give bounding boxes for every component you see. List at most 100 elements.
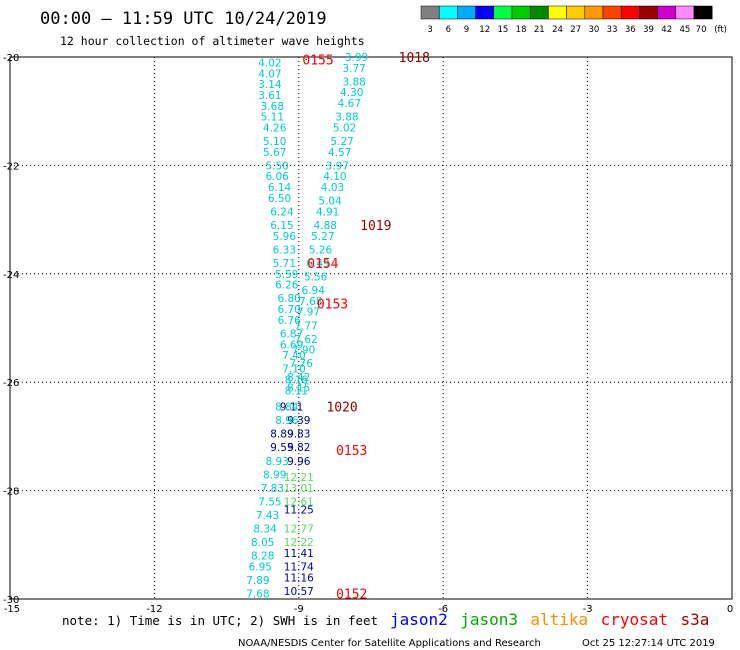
wave-height-point: 7.83 — [261, 483, 284, 495]
annotations: 0155 1018 1019 0154 0153 1020 0153 0152 — [302, 51, 430, 603]
wave-height-point: 8.42 — [287, 372, 310, 384]
pass-time-label: 0152 — [336, 588, 367, 603]
wave-height-point: 6.14 — [268, 182, 292, 194]
wave-height-point: 12.77 — [284, 524, 314, 536]
color-swatch — [675, 5, 695, 20]
chart-subtitle: 12 hour collection of altimeter wave hei… — [60, 34, 365, 48]
wave-height-point: 5.96 — [273, 231, 297, 243]
x-tick-label: -6 — [438, 604, 448, 615]
wave-height-point: 4.07 — [258, 68, 281, 80]
wave-height-point: 6.26 — [275, 280, 299, 292]
wave-height-point: 5.27 — [311, 231, 334, 243]
color-swatch — [529, 5, 549, 20]
wave-height-point: 3.77 — [342, 63, 365, 75]
wave-height-point: 3.61 — [258, 90, 281, 102]
wave-height-point: 6.06 — [265, 171, 289, 183]
color-scale-label: 39 — [643, 25, 654, 35]
color-swatch — [566, 5, 586, 20]
color-scale-unit: (ft) — [714, 25, 727, 35]
footer-note: note: 1) Time is in UTC; 2) SWH is in fe… — [62, 613, 378, 628]
wave-height-point: 7.55 — [258, 496, 281, 508]
y-tick-label: -24 — [3, 270, 19, 281]
pass-time-label: 1020 — [326, 401, 357, 416]
wave-height-point: 9.55 — [270, 442, 293, 454]
wave-height-point: 8.16 — [285, 374, 309, 386]
color-swatch — [657, 5, 677, 20]
wave-height-point: 6.49 — [306, 258, 329, 270]
legend-altika: altika — [530, 610, 588, 629]
data-points: 4.024.073.143.613.685.114.26 5.105.675.50… — [246, 52, 368, 601]
wave-height-point: 4.91 — [316, 206, 339, 218]
wave-height-point: 6.24 — [270, 206, 294, 218]
x-tick-label: 0 — [727, 604, 733, 615]
color-scale-label: 36 — [625, 25, 636, 35]
y-tick-label: -30 — [3, 595, 19, 606]
wave-height-point: 3.99 — [345, 52, 368, 64]
x-tick-label: -9 — [294, 604, 304, 615]
wave-height-point: 6.69 — [280, 339, 303, 351]
pass-time-label: 1018 — [399, 51, 430, 66]
color-swatch — [620, 5, 640, 20]
chart-title: 00:00 – 11:59 UTC 10/24/2019 — [40, 9, 327, 29]
wave-height-point: 4.26 — [263, 122, 287, 134]
wave-height-point: 7.10 — [282, 364, 305, 376]
grid — [10, 57, 732, 599]
wave-height-point: 8.11 — [285, 385, 308, 397]
wave-height-point: 7.90 — [292, 345, 315, 357]
color-swatch — [493, 5, 513, 20]
color-scale-label: 30 — [588, 25, 599, 35]
wave-height-point: 9.39 — [287, 415, 310, 427]
wave-height-point: 11.25 — [284, 505, 314, 517]
wave-height-point: 10.57 — [284, 586, 314, 598]
wave-height-point: 6.50 — [268, 193, 291, 205]
wave-height-point: 12.61 — [284, 496, 314, 508]
color-scale-label: 24 — [552, 25, 563, 35]
color-swatch — [584, 5, 604, 20]
wave-height-point: 3.88 — [342, 76, 365, 88]
color-swatch — [548, 5, 567, 20]
wave-height-point: 11.74 — [284, 561, 314, 573]
wave-height-point: 3.97 — [326, 160, 349, 172]
pass-time-label: 0153 — [336, 444, 367, 459]
wave-height-point: 9.11 — [280, 402, 303, 414]
wave-height-point: 8.96 — [275, 415, 299, 427]
color-scale-label: 12 — [479, 25, 490, 35]
pass-time-label: 0155 — [302, 54, 333, 69]
wave-height-point: 4.03 — [321, 182, 344, 194]
wave-height-point: 5.71 — [273, 258, 296, 270]
wave-height-point: 5.59 — [275, 269, 298, 281]
x-tick-label: -3 — [583, 604, 593, 615]
wave-height-point: 6.33 — [273, 244, 296, 256]
wave-height-point: 11.41 — [284, 548, 314, 560]
legend-jason2: jason2 — [390, 610, 448, 629]
legend-cryosat: cryosat — [601, 610, 668, 629]
color-scale-label: 18 — [516, 25, 527, 35]
wave-height-point: 3.88 — [335, 112, 358, 124]
wave-height-point: 4.30 — [340, 87, 363, 99]
wave-height-point: 4.57 — [328, 147, 351, 159]
wave-height-point: 7.43 — [256, 510, 279, 522]
color-swatch — [420, 5, 440, 20]
color-scale-label: 21 — [534, 25, 545, 35]
y-tick-label: -26 — [3, 378, 19, 389]
color-swatch — [639, 5, 658, 20]
wave-height-point: 7.40 — [282, 350, 305, 362]
wave-height-point: 4.10 — [323, 171, 346, 183]
wave-height-point: 5.26 — [309, 244, 333, 256]
footer-credit: NOAA/NESDIS Center for Satellite Applica… — [238, 638, 541, 649]
wave-height-point: 7.68 — [246, 589, 269, 601]
wave-height-point: 5.56 — [304, 272, 328, 284]
wave-height-point: 7.68 — [299, 296, 322, 308]
wave-height-point: 7.89 — [246, 575, 269, 587]
wave-height-point: 6.87 — [280, 328, 303, 340]
y-tick-label: -28 — [3, 487, 19, 498]
wave-height-point: 4.67 — [338, 98, 361, 110]
wave-height-point: 8.84 — [275, 402, 299, 414]
axis-ticks: -15 -12 -9 -6 -3 0-20-22-24-26-28-30 — [3, 53, 733, 615]
legend-s3a: s3a — [681, 610, 710, 629]
color-scale-label: 33 — [607, 25, 618, 35]
color-scale: 3 6 9 12 15 18 21 24 27 30 33 36 39 42 45 70 (ft) — [420, 5, 727, 35]
wave-height-point: 4.88 — [314, 220, 337, 232]
wave-height-point: 8.05 — [251, 537, 274, 549]
